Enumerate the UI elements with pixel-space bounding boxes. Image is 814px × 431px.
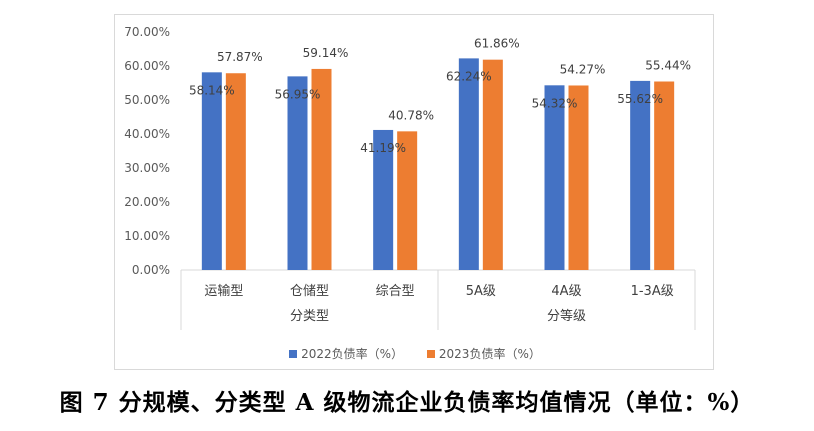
- bar-2023: [397, 131, 418, 270]
- bar-2022: [630, 80, 651, 270]
- y-tick-label: 0.00%: [132, 263, 170, 277]
- data-label-2022: 54.32%: [532, 96, 578, 110]
- y-tick-label: 70.00%: [124, 25, 170, 39]
- data-label-2022: 56.95%: [275, 87, 321, 101]
- data-label-2023: 40.78%: [388, 108, 434, 122]
- data-label-2022: 58.14%: [189, 83, 235, 97]
- data-label-2023: 54.27%: [560, 62, 606, 76]
- data-label-2023: 59.14%: [303, 46, 349, 60]
- x-category-label: 综合型: [376, 284, 415, 299]
- x-group-label: 分类型: [290, 309, 329, 324]
- x-group-label: 分等级: [547, 308, 586, 324]
- bar-2023: [225, 73, 246, 270]
- legend-swatch-2022: [289, 349, 298, 358]
- bar-2022: [201, 72, 222, 270]
- data-label-2022: 55.62%: [617, 92, 663, 106]
- x-category-label: 仓储型: [290, 284, 329, 299]
- bar-chart: 0.00% 10.00% 20.00% 30.00% 40.00% 50.00% 60.00…: [124, 25, 696, 330]
- data-label-2022: 62.24%: [446, 69, 492, 83]
- bar-2023: [482, 59, 503, 271]
- bar-2022: [458, 58, 479, 270]
- y-tick-label: 40.00%: [124, 127, 170, 141]
- y-tick-label: 10.00%: [124, 229, 170, 243]
- x-category-label: 运输型: [204, 283, 243, 299]
- legend-item-2022: 2022负债率（%）: [289, 345, 403, 362]
- legend-label-2023: 2023负债率（%）: [438, 347, 541, 361]
- legend-label-2022: 2022负债率（%）: [301, 347, 404, 361]
- bar-2023: [311, 68, 332, 270]
- y-tick-label: 60.00%: [124, 59, 170, 73]
- x-category-label: 4A级: [551, 284, 581, 299]
- data-label-2022: 41.19%: [360, 141, 406, 155]
- data-label-2023: 57.87%: [217, 50, 263, 64]
- y-tick-label: 20.00%: [124, 195, 170, 209]
- data-label-2023: 61.86%: [474, 37, 520, 51]
- legend: 2022负债率（%） 2023负债率（%）: [115, 345, 715, 362]
- legend-item-2023: 2023负债率（%）: [426, 345, 541, 362]
- x-category-label: 5A级: [466, 284, 496, 299]
- bar-2023: [568, 85, 589, 271]
- bar-2022: [287, 76, 308, 270]
- figure-caption: 图 7 分规模、分类型 A 级物流企业负债率均值情况（单位：%）: [59, 389, 755, 416]
- bar-2022: [544, 85, 565, 270]
- chart-area: 0.00% 10.00% 20.00% 30.00% 40.00% 50.00% 60.00…: [114, 14, 714, 370]
- bar-2022: [373, 129, 394, 270]
- x-category-label: 1-3A级: [631, 284, 674, 299]
- y-tick-label: 30.00%: [124, 161, 170, 175]
- data-label-2023: 55.44%: [645, 59, 691, 73]
- legend-swatch-2023: [426, 349, 435, 358]
- y-tick-label: 50.00%: [124, 93, 170, 107]
- bar-2023: [654, 81, 675, 270]
